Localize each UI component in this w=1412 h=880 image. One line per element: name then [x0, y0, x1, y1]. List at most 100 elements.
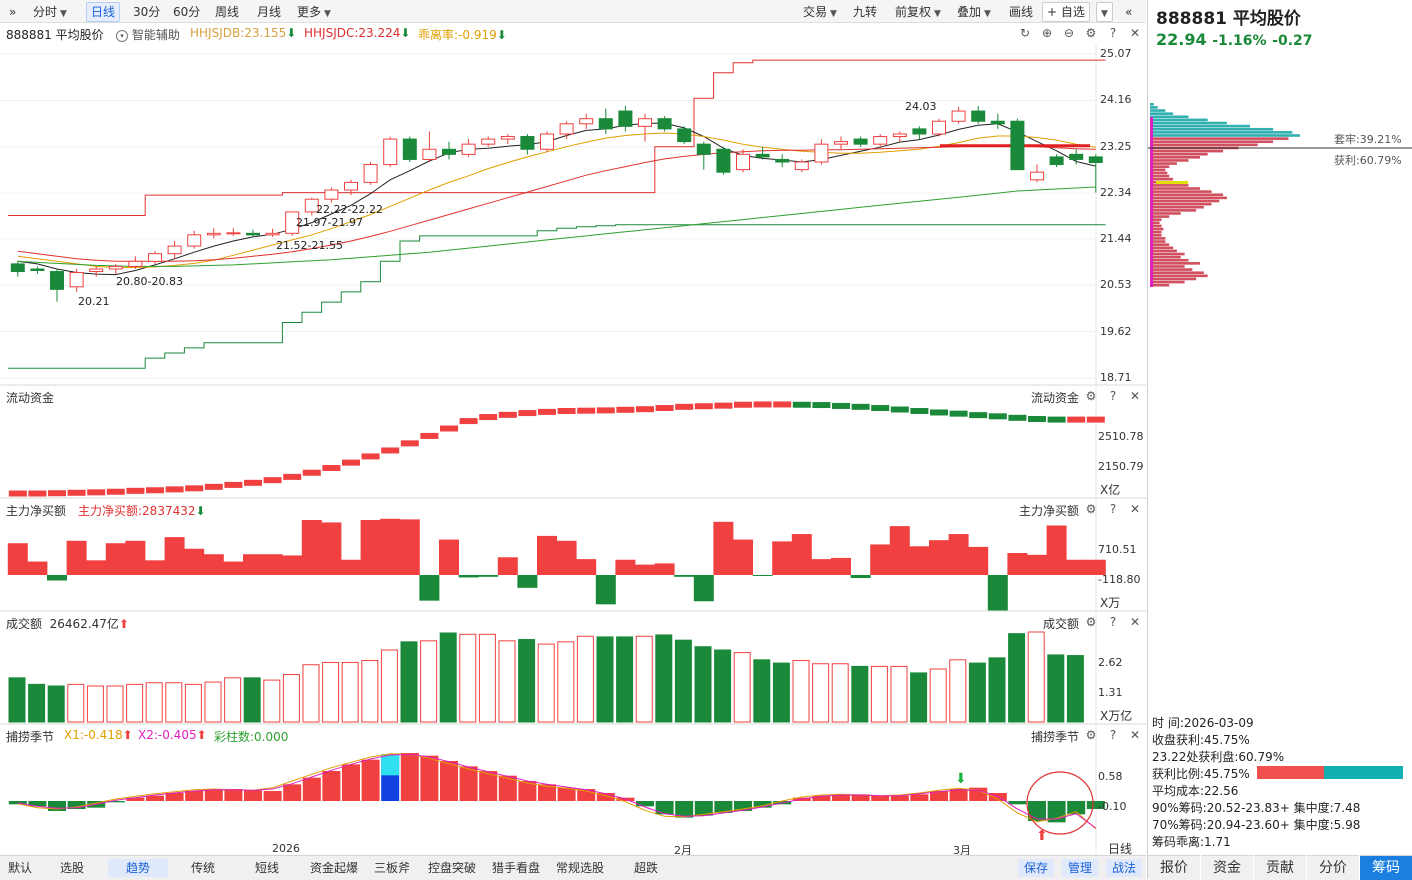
turnover-bar — [67, 683, 85, 723]
season-bar — [8, 801, 27, 805]
tab-capital-breakout[interactable]: 资金起爆 — [309, 861, 358, 875]
period-tab-monthly[interactable]: 月线 — [257, 5, 282, 19]
season-bar — [67, 801, 86, 809]
tab-oversold[interactable]: 超跌 — [633, 861, 658, 875]
zoom-in-icon[interactable]: ⊕ — [1041, 26, 1053, 40]
annotation-label: 21.97-21.97 — [296, 216, 363, 229]
indicator-value: 乖离率:-0.919 — [418, 28, 497, 42]
chip-bar — [1150, 193, 1224, 197]
chip-bar — [1150, 134, 1300, 137]
flow-bar — [164, 537, 185, 575]
help-icon[interactable]: ? — [1109, 502, 1117, 516]
chip-bar — [1150, 255, 1181, 259]
chip-bar — [1150, 277, 1197, 281]
tab-traditional[interactable]: 传统 — [190, 861, 215, 875]
liquidity-unit: X亿 — [1100, 483, 1121, 497]
tab-default[interactable]: 默认 — [7, 861, 32, 875]
turnover-bar — [968, 662, 986, 723]
period-tab-more[interactable]: 更多 ▼ — [292, 2, 336, 22]
flow-bar — [47, 575, 67, 581]
flow-bar — [850, 575, 871, 579]
flow-unit: X万 — [1100, 596, 1121, 610]
right-tab-price-distribution[interactable]: 分价 — [1307, 855, 1359, 880]
tab-three-axes[interactable]: 三板斧 — [373, 861, 410, 875]
help-icon[interactable]: ? — [1109, 26, 1117, 40]
liquidity-title-right: 流动资金 — [1031, 391, 1080, 405]
close-icon[interactable]: ✕ — [1129, 502, 1141, 516]
tab-regular-pick[interactable]: 常规选股 — [555, 861, 604, 875]
season-bar — [224, 789, 243, 801]
candle-body — [128, 260, 143, 267]
flow-bar — [909, 546, 930, 575]
turnover-bar — [753, 659, 771, 723]
settings-gear-icon[interactable]: ⚙ — [1085, 502, 1097, 516]
tab-short-term[interactable]: 短线 — [254, 861, 279, 875]
collapse-left-icon[interactable]: » — [9, 5, 17, 19]
candle-body — [540, 133, 554, 150]
close-icon[interactable]: ✕ — [1129, 389, 1141, 403]
turnover-title-right: 成交额 — [1043, 617, 1080, 631]
season-color-bars: 彩柱数:0.000 — [214, 730, 289, 744]
save-button[interactable]: 保存 — [1018, 859, 1054, 877]
refresh-icon[interactable]: ↻ — [1019, 26, 1031, 40]
indicator-value: X1:-0.418 — [64, 728, 123, 742]
liquidity-bar — [224, 481, 243, 488]
season-bar — [675, 801, 694, 818]
trade-button[interactable]: 交易 ▼ — [798, 2, 842, 22]
season-bar — [342, 764, 360, 801]
watchlist-dropdown[interactable]: ▼ — [1096, 2, 1113, 22]
tab-stock-pick[interactable]: 选股 — [59, 861, 84, 875]
draw-line-button[interactable]: 画线 — [1009, 5, 1034, 19]
zoom-out-icon[interactable]: ⊖ — [1063, 26, 1075, 40]
flow-bar — [948, 534, 969, 575]
right-tab-capital[interactable]: 资金 — [1201, 855, 1253, 880]
watchlist-button[interactable]: + 自选 — [1042, 2, 1090, 22]
settings-gear-icon[interactable]: ⚙ — [1085, 615, 1097, 629]
period-tab-weekly[interactable]: 周线 — [215, 5, 240, 19]
manage-button[interactable]: 管理 — [1062, 859, 1098, 877]
period-tab-60m[interactable]: 60分 — [173, 5, 201, 19]
liquidity-bar — [714, 402, 733, 409]
strategy-button[interactable]: 战法 — [1106, 859, 1142, 877]
main-panel-title: 888881 平均股价 — [6, 28, 104, 42]
settings-gear-icon[interactable]: ⚙ — [1085, 389, 1097, 403]
period-tab-30m[interactable]: 30分 — [133, 5, 161, 19]
adjust-button[interactable]: 前复权 ▼ — [890, 2, 946, 22]
right-tab-quote[interactable]: 报价 — [1148, 855, 1200, 880]
settings-gear-icon[interactable]: ⚙ — [1085, 728, 1097, 742]
liquidity-bar — [577, 407, 596, 414]
overlay-button[interactable]: 叠加 ▼ — [952, 2, 996, 22]
chip-range-marker — [1150, 117, 1153, 287]
help-icon[interactable]: ? — [1109, 389, 1117, 403]
turnover-bar — [282, 674, 300, 723]
help-icon[interactable]: ? — [1109, 728, 1117, 742]
period-tab-label: 更多 — [297, 5, 322, 19]
expand-right-icon[interactable]: « — [1125, 5, 1133, 19]
close-icon[interactable]: ✕ — [1129, 728, 1141, 742]
tab-control-breakout[interactable]: 控盘突破 — [427, 861, 476, 875]
chip-bar — [1150, 156, 1200, 159]
nine-turn-button[interactable]: 九转 — [853, 5, 878, 19]
tab-trend[interactable]: 趋势 — [108, 859, 168, 877]
settings-gear-icon[interactable]: ⚙ — [1085, 26, 1097, 40]
season-bar — [969, 787, 988, 801]
period-tab-minute[interactable]: 分时 ▼ — [28, 2, 72, 22]
x-axis-label: 2026 — [272, 842, 300, 855]
close-icon[interactable]: ✕ — [1129, 615, 1141, 629]
period-tab-daily[interactable]: 日线 — [86, 2, 121, 22]
flow-bar — [733, 539, 753, 575]
season-bar — [734, 801, 752, 811]
season-bar — [538, 784, 556, 801]
smart-assist-toggle[interactable]: ▾ 智能辅助 — [116, 26, 180, 43]
season-bar — [459, 766, 478, 801]
tab-hunter[interactable]: 猎手看盘 — [491, 861, 540, 875]
right-tab-contribution[interactable]: 贡献 — [1254, 855, 1306, 880]
liquidity-bar — [890, 406, 909, 413]
indicator-value: 主力净买额:2837432 — [78, 504, 196, 518]
help-icon[interactable]: ? — [1109, 615, 1117, 629]
close-icon[interactable]: ✕ — [1129, 26, 1141, 40]
right-tab-chips[interactable]: 筹码 — [1360, 855, 1412, 880]
candle-body — [402, 138, 417, 160]
candle-body — [971, 110, 986, 122]
flow-bar — [595, 575, 616, 605]
